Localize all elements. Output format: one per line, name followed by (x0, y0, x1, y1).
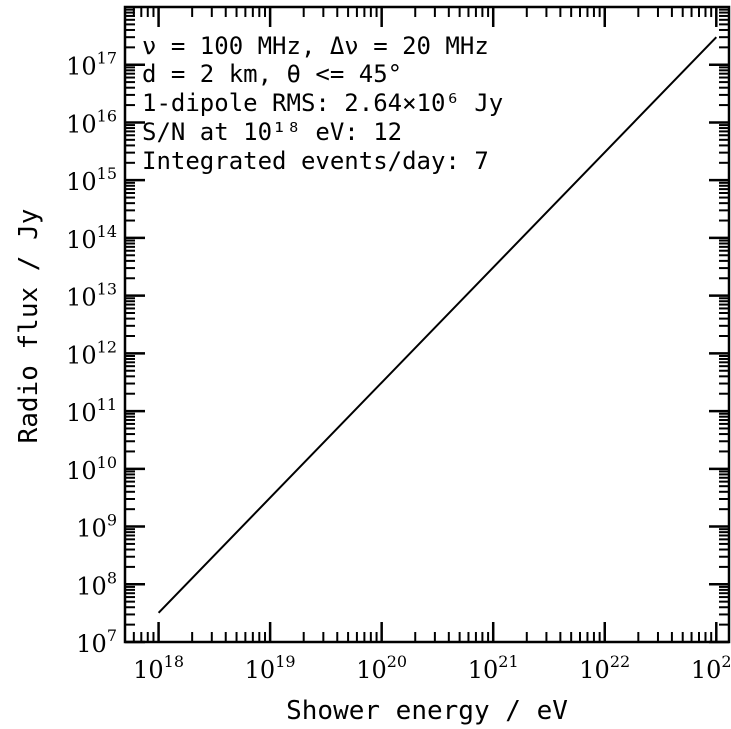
plot-frame (123, 5, 731, 644)
y-tick-label: 108 (76, 568, 117, 600)
y-tick-label: 1011 (66, 395, 117, 427)
x-axis-title: Shower energy / eV (286, 696, 568, 726)
annotation-line-2: d = 2 km, θ <= 45° (142, 60, 402, 88)
y-tick-label: 1015 (66, 164, 117, 196)
annotation-line-1: ν = 100 MHz, Δν = 20 MHz (142, 32, 489, 60)
x-tick-label: 1023 (691, 652, 731, 684)
y-tick-label: 107 (76, 626, 117, 658)
series-layer (157, 36, 718, 614)
x-tick-label: 1022 (579, 652, 630, 684)
major-ticks (125, 7, 729, 644)
y-tick-label: 1010 (66, 453, 117, 485)
minor-ticks (125, 7, 729, 642)
x-tick-label: 1019 (245, 652, 296, 684)
y-axis-title: Radio flux / Jy (14, 209, 44, 444)
y-tick-label: 1012 (66, 337, 117, 369)
x-tick-label: 1020 (356, 652, 407, 684)
x-tick-label: 1018 (133, 652, 184, 684)
y-tick-label: 1016 (66, 106, 117, 138)
annotation-line-3: 1-dipole RMS: 2.64×10⁶ Jy (142, 89, 503, 117)
x-tick-label: 1021 (468, 652, 519, 684)
y-tick-label: 1013 (66, 280, 117, 312)
series-line (157, 36, 718, 614)
annotation-line-5: Integrated events/day: 7 (142, 147, 489, 175)
annotation-line-4: S/N at 10¹⁸ eV: 12 (142, 118, 402, 146)
y-tick-label: 109 (76, 511, 117, 543)
x-tick-labels: 1018 1019 1020 1021 1022 1023 (133, 652, 731, 684)
y-tick-label: 1014 (66, 222, 117, 254)
y-tick-labels: 107 108 109 1010 1011 1012 1013 1014 1015 1016 101… (66, 49, 117, 658)
y-tick-label: 1017 (66, 49, 117, 81)
